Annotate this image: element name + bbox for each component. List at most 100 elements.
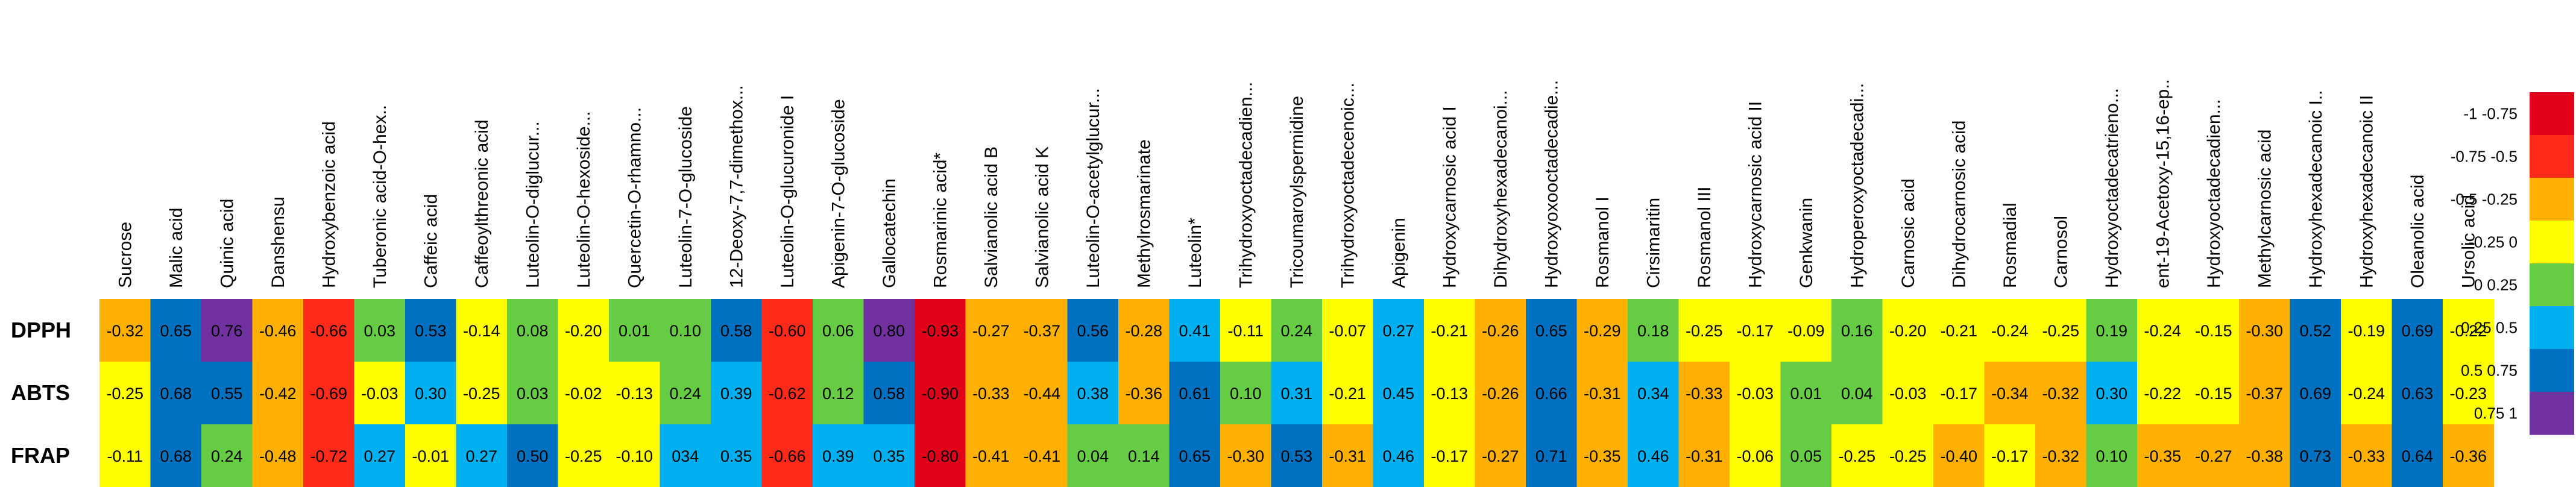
cell-value: -0.36 (2449, 447, 2487, 465)
column-label: Carnosic acid (1898, 178, 1918, 288)
cell-value: -0.25 (565, 447, 602, 465)
heatmap-cell (609, 424, 661, 487)
heatmap-cell (711, 299, 763, 362)
cell-value: -0.17 (1736, 322, 1774, 340)
cell-value: 0.63 (2401, 385, 2433, 403)
cell-value: -0.37 (2246, 385, 2283, 403)
heatmap-cell (405, 362, 457, 425)
heatmap-cell (507, 424, 559, 487)
heatmap-cell (2137, 299, 2189, 362)
cell-value: -0.29 (1584, 322, 1621, 340)
heatmap-cell (965, 424, 1017, 487)
cell-value: 0.76 (211, 322, 243, 340)
cell-value: -0.24 (2144, 322, 2181, 340)
column-label: Rosmanol III (1695, 187, 1715, 288)
cell-value: -0.03 (1736, 385, 1774, 403)
heatmap-cell (711, 362, 763, 425)
cell-value: 0.08 (517, 322, 549, 340)
cell-value: -0.32 (2042, 385, 2079, 403)
column-label: Rosmadial (2000, 203, 2020, 288)
heatmap-cell (354, 299, 406, 362)
cell-value: 0.10 (1230, 385, 1262, 403)
heatmap-cell (1526, 299, 1578, 362)
cell-value: -0.35 (1584, 447, 1621, 465)
heatmap-cell (1016, 362, 1068, 425)
cell-value: -0.33 (1686, 385, 1723, 403)
column-label: Danshensu (268, 196, 288, 288)
column-label: Apigenin (1389, 218, 1409, 288)
column-label: Methylcarnosic acid (2255, 130, 2275, 288)
cell-value: -0.13 (616, 385, 653, 403)
heatmap-cell (813, 362, 864, 425)
cell-value: 0.58 (720, 322, 752, 340)
cell-value: 0.66 (1535, 385, 1567, 403)
cell-value: -0.23 (2449, 385, 2487, 403)
heatmap-cell (813, 299, 864, 362)
column-label: Gallocatechin (880, 178, 899, 288)
cell-value: -0.21 (1940, 322, 1977, 340)
heatmap-cell (456, 424, 508, 487)
heatmap-cell (303, 424, 355, 487)
heatmap-cell (99, 424, 151, 487)
cell-value: 0.14 (1128, 447, 1160, 465)
cell-value: 0.01 (1790, 385, 1822, 403)
column-label: Cirsimaritin (1643, 198, 1663, 288)
cell-value: -0.60 (769, 322, 806, 340)
heatmap-cell (1424, 299, 1476, 362)
cell-value: -0.93 (921, 322, 959, 340)
cell-value: -0.02 (565, 385, 602, 403)
cell-value: -0.25 (1686, 322, 1723, 340)
heatmap-cell (354, 424, 406, 487)
cell-value: -0.22 (2449, 322, 2487, 340)
column-label: Salvianolic acid K (1032, 146, 1052, 288)
heatmap-cell (1780, 424, 1832, 487)
cell-value: -0.17 (1940, 385, 1977, 403)
color-legend: -1 -0.75 -0.75 -0.5 -0.5 -0.25 -0.25 0 0 0.2… (2451, 92, 2574, 435)
cell-value: -0.17 (1991, 447, 2029, 465)
heatmap-cell (2035, 362, 2087, 425)
heatmap-cell (1220, 299, 1272, 362)
cell-value: -0.34 (1991, 385, 2029, 403)
cell-value: -0.10 (616, 447, 653, 465)
cell-value: -0.32 (2042, 447, 2079, 465)
heatmap-cell (2188, 299, 2240, 362)
heatmap-cell (1322, 299, 1374, 362)
cell-value: -0.25 (463, 385, 500, 403)
heatmap-cell (1373, 424, 1425, 487)
heatmap-cell (1831, 424, 1883, 487)
heatmap-cell (915, 424, 966, 487)
column-label: Hydroxyhexadecanoic II (2357, 95, 2376, 288)
cell-value: -0.03 (361, 385, 398, 403)
cell-value: 0.53 (415, 322, 447, 340)
cell-value: -0.48 (259, 447, 297, 465)
heatmap-cell (1118, 424, 1170, 487)
heatmap-cell (1984, 424, 2036, 487)
cell-value: 0.69 (2299, 385, 2331, 403)
heatmap-cell (150, 424, 202, 487)
cell-value: 0.61 (1179, 385, 1211, 403)
column-label: ent-19-Acetoxy-15,16-ep.. (2153, 79, 2173, 288)
cell-value: 0.41 (1179, 322, 1211, 340)
column-label: Ursolic acid (2458, 195, 2478, 288)
heatmap-cell (1271, 299, 1323, 362)
cell-value: 0.16 (1841, 322, 1873, 340)
column-label: Quercetin-O-rhamno... (625, 107, 644, 288)
legend-swatch (2530, 349, 2574, 392)
cell-value: 0.27 (465, 447, 497, 465)
column-label: Apigenin-7-O-glucoside (828, 99, 848, 288)
column-label: Luteolin-O-hexoside... (574, 112, 594, 289)
heatmap-cell (1016, 424, 1068, 487)
cell-value: 0.45 (1382, 385, 1414, 403)
cell-value: -0.46 (259, 322, 297, 340)
cell-value: 0.34 (1637, 385, 1669, 403)
cell-value: -0.20 (565, 322, 602, 340)
heatmap-cell (558, 424, 609, 487)
column-label: Malic acid (166, 208, 186, 288)
heatmap-cell (252, 362, 304, 425)
heatmap-cell (1882, 362, 1934, 425)
cell-value: 0.38 (1077, 385, 1109, 403)
heatmap-cell (507, 299, 559, 362)
heatmap-cell (2290, 299, 2341, 362)
heatmap-cell (1067, 424, 1119, 487)
